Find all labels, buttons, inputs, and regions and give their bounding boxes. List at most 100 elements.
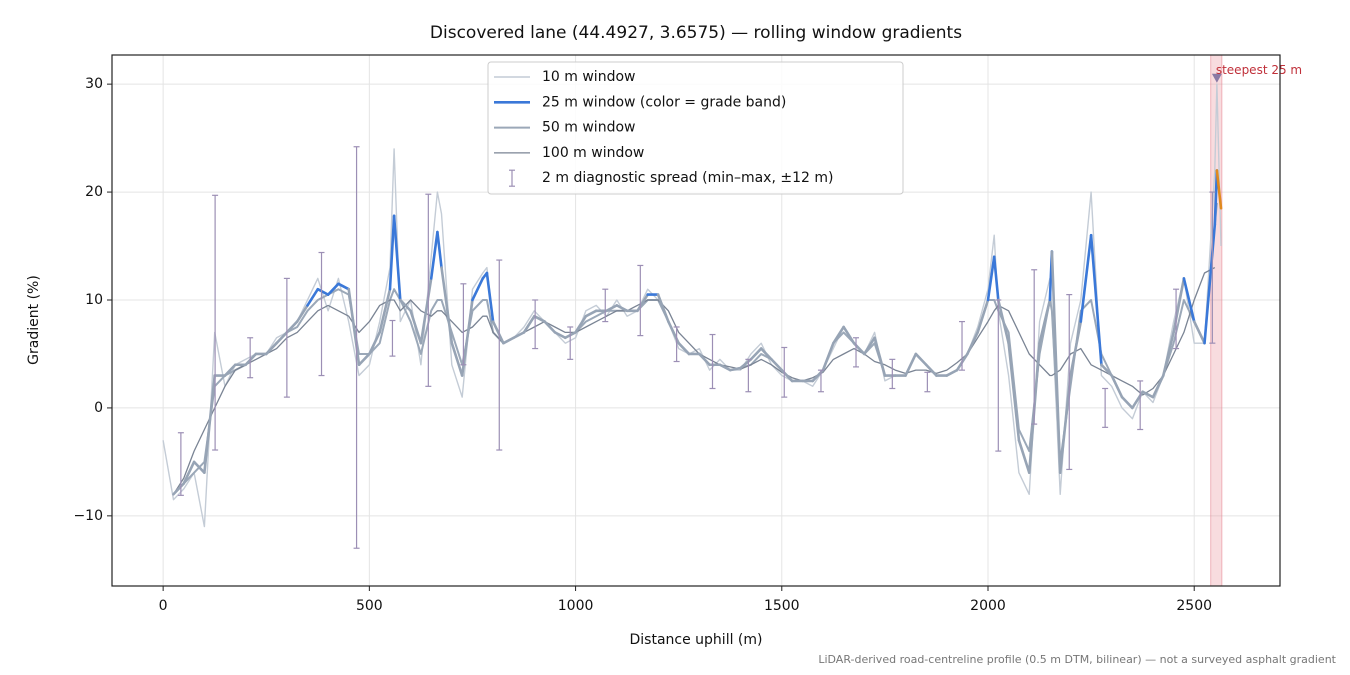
spread-bar xyxy=(1102,387,1109,428)
spread-bar xyxy=(532,299,539,350)
series-segment xyxy=(502,336,516,345)
series-segment xyxy=(485,271,495,323)
series-segment xyxy=(718,363,732,372)
series-line xyxy=(172,267,1216,495)
series-segment xyxy=(522,314,536,334)
series-segment xyxy=(677,341,691,356)
series-segment xyxy=(574,314,588,334)
spread-bar xyxy=(389,319,396,357)
series-segment xyxy=(997,298,1010,345)
series-segment xyxy=(491,320,505,345)
series-segment xyxy=(398,298,412,313)
spread-bar xyxy=(709,333,716,390)
plot-area xyxy=(162,83,1223,528)
series-segment xyxy=(392,214,402,302)
series-segment xyxy=(1089,233,1103,367)
legend-label: 50 m window xyxy=(542,120,635,136)
spread-bar xyxy=(212,194,219,451)
series-segment xyxy=(1100,363,1114,377)
series-segment xyxy=(1203,223,1217,345)
series-segment xyxy=(316,287,330,296)
series-segment xyxy=(945,368,959,377)
series-segment xyxy=(436,230,443,269)
series-segment xyxy=(780,368,794,383)
series-segment xyxy=(182,460,196,485)
series-segment xyxy=(1131,390,1144,410)
series-segment xyxy=(992,255,1000,302)
steepest-marker xyxy=(1211,73,1222,83)
y-tick-label: 0 xyxy=(94,400,103,416)
series-segment xyxy=(862,336,876,356)
series-segment xyxy=(759,347,773,361)
series-segment xyxy=(275,331,289,345)
spread-bar xyxy=(817,369,824,393)
series-segment xyxy=(295,304,309,323)
series-segment xyxy=(533,314,546,323)
series-segment xyxy=(728,366,742,372)
x-axis-label: Distance uphill (m) xyxy=(630,632,763,648)
series-segment xyxy=(285,320,299,334)
steepest-label: steepest 25 m xyxy=(1216,63,1302,77)
series-segment xyxy=(1038,298,1052,345)
series-segment xyxy=(419,277,433,345)
spread-bar xyxy=(853,337,860,368)
spread-bar xyxy=(924,371,931,393)
series-segment xyxy=(636,293,650,313)
series-segment xyxy=(904,352,918,377)
series-segment xyxy=(656,293,670,323)
series-segment xyxy=(821,341,835,372)
series-segment xyxy=(192,460,206,474)
x-tick-label: 500 xyxy=(356,598,383,614)
series-segment xyxy=(368,331,381,356)
series-segment xyxy=(1161,331,1175,377)
series-segment xyxy=(429,230,439,280)
series-segment xyxy=(914,352,928,367)
series-segment xyxy=(1079,233,1093,323)
spread-bar xyxy=(177,432,184,496)
series-segment xyxy=(347,287,361,367)
series-segment xyxy=(924,363,938,377)
series-segment xyxy=(409,309,423,345)
x-tick-label: 2500 xyxy=(1176,598,1212,614)
series-segment xyxy=(697,352,711,367)
series-segment xyxy=(615,304,629,313)
series-segment xyxy=(1069,320,1083,377)
legend-label: 10 m window xyxy=(542,69,635,85)
series-segment xyxy=(450,341,464,377)
series-segment xyxy=(1215,169,1223,210)
series-segment xyxy=(1182,277,1196,323)
series-segment xyxy=(1007,341,1021,442)
spread-bar xyxy=(425,193,432,387)
spread-bar xyxy=(745,358,752,393)
spread-bar xyxy=(1137,380,1144,431)
series-segment xyxy=(264,341,278,356)
spread-bar xyxy=(781,346,788,398)
spread-bar xyxy=(673,326,680,363)
spread-bar xyxy=(1209,191,1216,344)
x-tick-label: 2000 xyxy=(970,598,1006,614)
spread-bar xyxy=(460,283,467,366)
spread-bar xyxy=(283,277,290,398)
series-segment xyxy=(1050,250,1062,474)
spread-bar xyxy=(247,337,254,379)
series-segment xyxy=(388,214,396,291)
y-tick-label: 20 xyxy=(85,184,103,200)
series-segment xyxy=(471,277,485,302)
series-segment xyxy=(1120,395,1134,410)
x-tick-label: 0 xyxy=(159,598,168,614)
legend-label: 25 m window (color = grade band) xyxy=(542,94,786,110)
series-segment xyxy=(1141,390,1155,399)
series-segment xyxy=(1151,374,1165,399)
chart-title: Discovered lane (44.4927, 3.6575) — roll… xyxy=(430,23,962,43)
series-segment xyxy=(584,309,598,318)
spread-bar xyxy=(959,320,966,371)
series-segment xyxy=(203,374,216,474)
series-segment xyxy=(770,358,784,372)
series-segment xyxy=(1172,277,1186,334)
series-segment xyxy=(306,287,320,307)
spread-bar xyxy=(889,358,896,390)
y-tick-label: 10 xyxy=(85,292,103,308)
spread-bar xyxy=(1173,288,1180,350)
spread-bar xyxy=(318,251,325,377)
